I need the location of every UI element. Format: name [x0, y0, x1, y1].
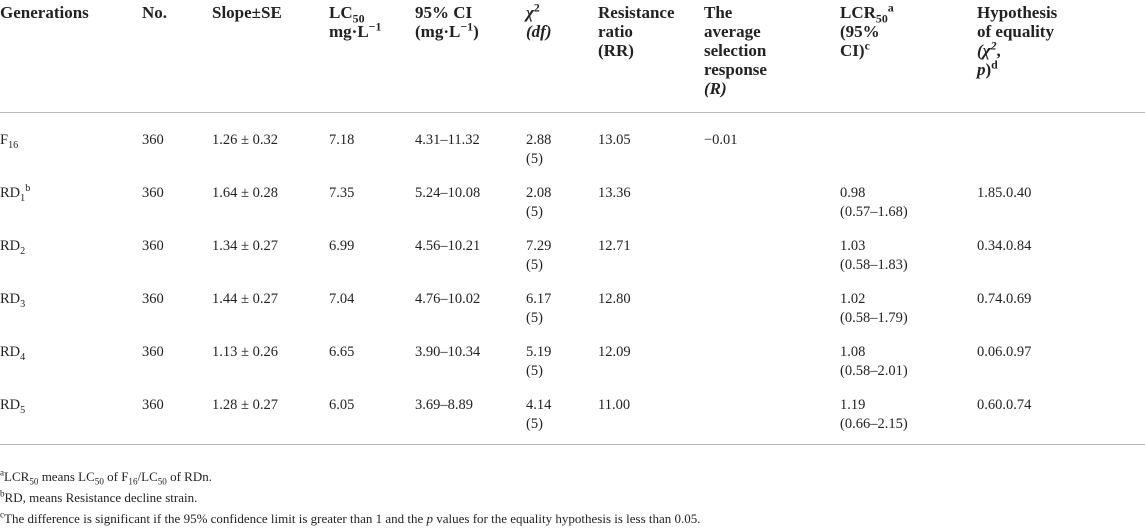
cell-average-response	[704, 381, 840, 445]
cell-chi-square: 6.17 (5)	[526, 291, 552, 326]
cell-ci: 3.69–8.89	[415, 381, 526, 445]
cell-chi-square: 5.19 (5)	[526, 344, 552, 379]
cell-hypothesis: 0.60.0.74	[977, 381, 1145, 445]
table-footnotes: aLCR50 means LC50 of F16/LC50 of RDn. bR…	[0, 466, 701, 529]
header-chi-square: χ2 (df)	[526, 0, 598, 113]
cell-resistance-ratio: 13.05	[598, 132, 631, 148]
cell-no: 360	[142, 381, 212, 445]
table-row: RD4 360 1.13 ± 0.26 6.65 3.90–10.34 5.19 (5) 12…	[0, 328, 1145, 381]
cell-hypothesis	[977, 113, 1145, 170]
header-average-selection-response: The average selection response (R)	[704, 0, 840, 113]
cell-ci: 3.90–10.34	[415, 344, 481, 360]
cell-hypothesis: 0.06.0.97	[977, 344, 1032, 360]
cell-slope: 1.26 ± 0.32	[212, 132, 278, 148]
table-row: RD2 360 1.34 ± 0.27 6.99 4.56–10.21 7.29 (5) 12…	[0, 222, 1145, 275]
cell-no: 360	[142, 291, 164, 307]
cell-lc50: 7.04	[329, 291, 355, 307]
footnote-b: bRD, means Resistance decline strain.	[0, 488, 198, 505]
cell-chi-square: 2.08 (5)	[526, 185, 552, 220]
footnote-a: aLCR50 means LC50 of F16/LC50 of RDn.	[0, 467, 212, 487]
cell-hypothesis: 0.34.0.84	[977, 238, 1032, 254]
cell-generation: RD5	[0, 381, 142, 445]
cell-average-response	[704, 328, 840, 381]
cell-generation: RD3	[0, 291, 26, 310]
footnote-c: cThe difference is significant if the 95…	[0, 509, 701, 526]
cell-resistance-ratio: 11.00	[598, 381, 704, 445]
cell-slope: 1.28 ± 0.27	[212, 381, 329, 445]
table-row: RD3 360 1.44 ± 0.27 7.04 4.76–10.02 6.17 (5) 12…	[0, 275, 1145, 328]
cell-no: 360	[142, 344, 164, 360]
cell-chi-square: 2.88 (5)	[526, 132, 552, 167]
table-body: F16 360 1.26 ± 0.32 7.18 4.31–11.32 2.88 (5) 13…	[0, 113, 1145, 445]
cell-slope: 1.13 ± 0.26	[212, 344, 278, 360]
cell-no: 360	[142, 132, 164, 148]
cell-lcr50: 0.98 (0.57–1.68)	[840, 185, 908, 220]
cell-lc50: 7.35	[329, 185, 355, 201]
header-lc50: LC50 mg·L−1	[329, 0, 415, 113]
cell-average-response	[704, 169, 840, 222]
cell-resistance-ratio: 12.71	[598, 238, 631, 254]
cell-slope: 1.44 ± 0.27	[212, 291, 278, 307]
cell-lcr50	[840, 113, 977, 170]
table-row: RD1b 360 1.64 ± 0.28 7.35 5.24–10.08 2.08 (5) 1…	[0, 169, 1145, 222]
cell-generation: RD2	[0, 238, 26, 257]
cell-generation: RD1b	[0, 183, 31, 204]
cell-ci: 4.31–11.32	[415, 132, 480, 148]
cell-lc50: 6.65	[329, 344, 355, 360]
cell-ci: 4.76–10.02	[415, 291, 481, 307]
cell-average-response	[704, 275, 840, 328]
cell-hypothesis: 0.74.0.69	[977, 291, 1032, 307]
header-generations: Generations	[0, 0, 142, 113]
cell-no: 360	[142, 185, 164, 201]
cell-resistance-ratio: 12.09	[598, 344, 631, 360]
cell-average-response: −0.01	[704, 132, 738, 148]
cell-resistance-ratio: 12.80	[598, 291, 631, 307]
header-resistance-ratio: Resistance ratio (RR)	[598, 0, 704, 113]
cell-lcr50: 1.08 (0.58–2.01)	[840, 344, 908, 379]
results-table: Generations No. Slope±SE LC50 mg·L−1 95%…	[0, 0, 1145, 445]
cell-resistance-ratio: 13.36	[598, 185, 631, 201]
cell-chi-square: 7.29 (5)	[526, 238, 552, 273]
cell-lc50: 6.05	[329, 381, 415, 445]
cell-ci: 4.56–10.21	[415, 238, 481, 254]
header-no: No.	[142, 0, 212, 113]
table-row: RD5 360 1.28 ± 0.27 6.05 3.69–8.89 4.14 (5) 11.…	[0, 381, 1145, 445]
cell-lcr50: 1.19 (0.66–2.15)	[840, 381, 977, 445]
cell-chi-square: 4.14 (5)	[526, 381, 598, 445]
cell-ci: 5.24–10.08	[415, 185, 481, 201]
cell-lc50: 7.18	[329, 132, 355, 148]
cell-lc50: 6.99	[329, 238, 355, 254]
cell-generation: RD4	[0, 344, 26, 363]
cell-slope: 1.64 ± 0.28	[212, 185, 278, 201]
header-lcr50: LCR50a (95% CI)c	[840, 0, 977, 113]
cell-hypothesis: 1.85.0.40	[977, 185, 1032, 201]
header-ci: 95% CI (mg·L−1)	[415, 0, 526, 113]
cell-average-response	[704, 222, 840, 275]
header-hypothesis: Hypothesis of equality (χ2, p)d	[977, 0, 1145, 113]
table-row: F16 360 1.26 ± 0.32 7.18 4.31–11.32 2.88 (5) 13…	[0, 113, 1145, 170]
table-header: Generations No. Slope±SE LC50 mg·L−1 95%…	[0, 0, 1145, 113]
cell-no: 360	[142, 238, 164, 254]
cell-slope: 1.34 ± 0.27	[212, 238, 278, 254]
cell-generation: F16	[0, 132, 19, 151]
cell-lcr50: 1.02 (0.58–1.79)	[840, 291, 908, 326]
cell-lcr50: 1.03 (0.58–1.83)	[840, 238, 908, 273]
header-slope: Slope±SE	[212, 0, 329, 113]
